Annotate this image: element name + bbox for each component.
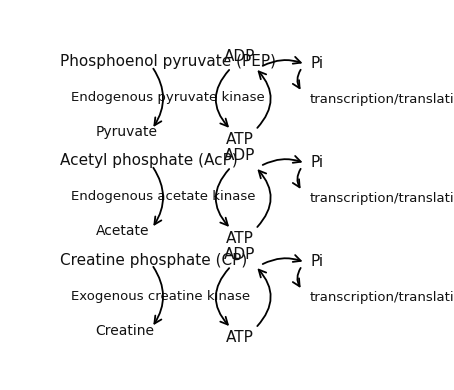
Text: ATP: ATP xyxy=(226,132,254,147)
Text: Endogenous pyruvate kinase: Endogenous pyruvate kinase xyxy=(71,91,265,105)
Text: ADP: ADP xyxy=(224,247,256,262)
Text: Creatine: Creatine xyxy=(95,324,154,338)
Text: Endogenous acetate kinase: Endogenous acetate kinase xyxy=(71,190,255,204)
Text: transcription/translation: transcription/translation xyxy=(310,93,454,106)
Text: Pi: Pi xyxy=(310,155,323,170)
Text: Acetate: Acetate xyxy=(95,225,149,238)
Text: Pi: Pi xyxy=(310,254,323,269)
Text: Pi: Pi xyxy=(310,56,323,71)
Text: ATP: ATP xyxy=(226,231,254,246)
Text: transcription/translation: transcription/translation xyxy=(310,192,454,205)
Text: Acetyl phosphate (AcP): Acetyl phosphate (AcP) xyxy=(60,153,238,168)
Text: ADP: ADP xyxy=(224,49,256,64)
Text: Phosphoenol pyruvate (PEP): Phosphoenol pyruvate (PEP) xyxy=(60,54,276,69)
Text: Creatine phosphate (CP): Creatine phosphate (CP) xyxy=(60,252,247,268)
Text: Exogenous creatine kinase: Exogenous creatine kinase xyxy=(71,289,250,303)
Text: transcription/translation: transcription/translation xyxy=(310,291,454,304)
Text: ATP: ATP xyxy=(226,330,254,345)
Text: Pyruvate: Pyruvate xyxy=(95,126,158,139)
Text: ADP: ADP xyxy=(224,148,256,163)
